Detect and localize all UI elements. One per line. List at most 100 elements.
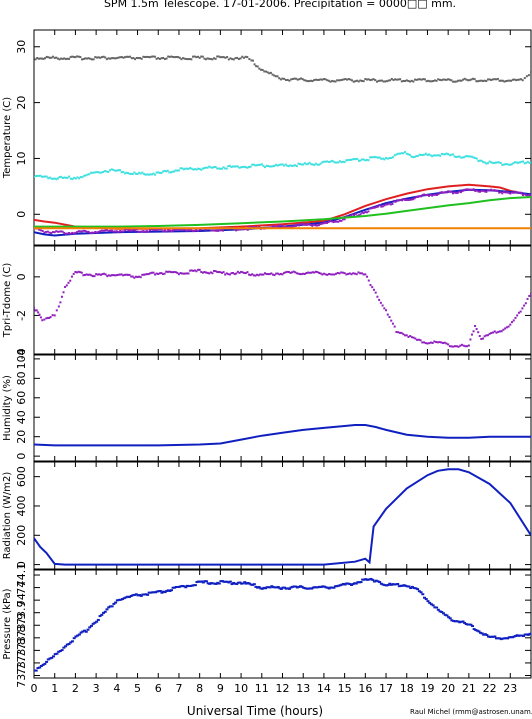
- series-point: [264, 70, 267, 73]
- series-point: [347, 272, 350, 275]
- series-point: [402, 197, 405, 200]
- series-point: [433, 79, 436, 82]
- series-point: [141, 171, 144, 174]
- series-point: [236, 270, 239, 273]
- series-point: [381, 205, 384, 208]
- series-point: [153, 229, 156, 232]
- y-tick-label: 74: [15, 581, 28, 595]
- series-point: [332, 160, 335, 163]
- series-point: [241, 166, 244, 169]
- series-point: [386, 584, 390, 587]
- series-point: [142, 230, 145, 233]
- series-point: [375, 80, 378, 83]
- series-point: [259, 273, 262, 276]
- series-point: [415, 155, 418, 158]
- series-point: [365, 211, 368, 214]
- series-point: [273, 225, 276, 228]
- series-point: [450, 79, 453, 82]
- x-tick-label: 14: [317, 682, 331, 695]
- series-point: [398, 331, 401, 334]
- series-point: [304, 223, 307, 226]
- series-point: [274, 225, 277, 228]
- series-point: [79, 176, 82, 179]
- series-point: [187, 229, 190, 232]
- series-point: [331, 273, 334, 276]
- series-point: [299, 273, 302, 276]
- series-point: [312, 223, 315, 226]
- series-point: [494, 161, 497, 164]
- series-point: [227, 581, 231, 584]
- series-point: [179, 167, 182, 170]
- series-point: [105, 229, 108, 232]
- y-tick-label: 73.8: [15, 638, 28, 663]
- series-point: [407, 585, 411, 588]
- series-point: [452, 345, 455, 348]
- series-point: [114, 169, 117, 172]
- series-point: [364, 78, 367, 81]
- series-point: [39, 229, 42, 232]
- series-point: [407, 335, 410, 338]
- series-point: [60, 649, 64, 652]
- series-point: [526, 297, 529, 300]
- series-point: [178, 228, 181, 231]
- series-point: [91, 171, 94, 174]
- series-point: [372, 580, 376, 583]
- series-point: [147, 273, 150, 276]
- series-point: [102, 229, 105, 232]
- series-point: [342, 78, 345, 81]
- series-point: [114, 601, 118, 604]
- series-point: [252, 163, 255, 166]
- series-point: [217, 271, 220, 274]
- series-point: [232, 58, 235, 61]
- series-point: [276, 225, 279, 228]
- series-point: [279, 272, 282, 275]
- series-point: [227, 165, 230, 168]
- series-point: [357, 271, 360, 274]
- series-point: [203, 57, 206, 60]
- series-point: [284, 587, 288, 590]
- series-point: [175, 228, 178, 231]
- series-point: [287, 587, 291, 590]
- series-point: [349, 214, 352, 217]
- series-point: [69, 279, 72, 282]
- series-point: [36, 174, 39, 177]
- series-point: [459, 156, 462, 159]
- series-point: [385, 157, 388, 160]
- series-point: [400, 584, 404, 587]
- series-point: [404, 80, 407, 83]
- series-point: [95, 273, 98, 276]
- series-point: [222, 56, 225, 59]
- series-point: [56, 177, 59, 180]
- series-point: [81, 176, 84, 179]
- series-point: [440, 341, 443, 344]
- series-point: [115, 599, 119, 602]
- series-point: [464, 155, 467, 158]
- series-point: [463, 621, 467, 624]
- series-point: [284, 163, 287, 166]
- series-line: [34, 468, 531, 566]
- series-point: [420, 195, 423, 198]
- series-point: [76, 231, 79, 234]
- series-point: [351, 213, 354, 216]
- series-point: [356, 79, 359, 82]
- series-point: [217, 55, 220, 58]
- series-point: [152, 228, 155, 231]
- series-point: [471, 625, 475, 628]
- series-point: [169, 271, 172, 274]
- series-point: [89, 624, 93, 627]
- series-point: [485, 334, 488, 337]
- series-point: [299, 163, 302, 166]
- series-point: [149, 272, 152, 275]
- series-point: [453, 191, 456, 194]
- series-point: [89, 57, 92, 60]
- series-point: [522, 635, 526, 638]
- series-point: [490, 188, 493, 191]
- series-point: [393, 325, 396, 328]
- series-point: [87, 57, 90, 60]
- series-point: [311, 586, 315, 589]
- series-point: [107, 170, 110, 173]
- series-point: [422, 78, 425, 81]
- series-point: [112, 57, 115, 60]
- series-point: [145, 229, 148, 232]
